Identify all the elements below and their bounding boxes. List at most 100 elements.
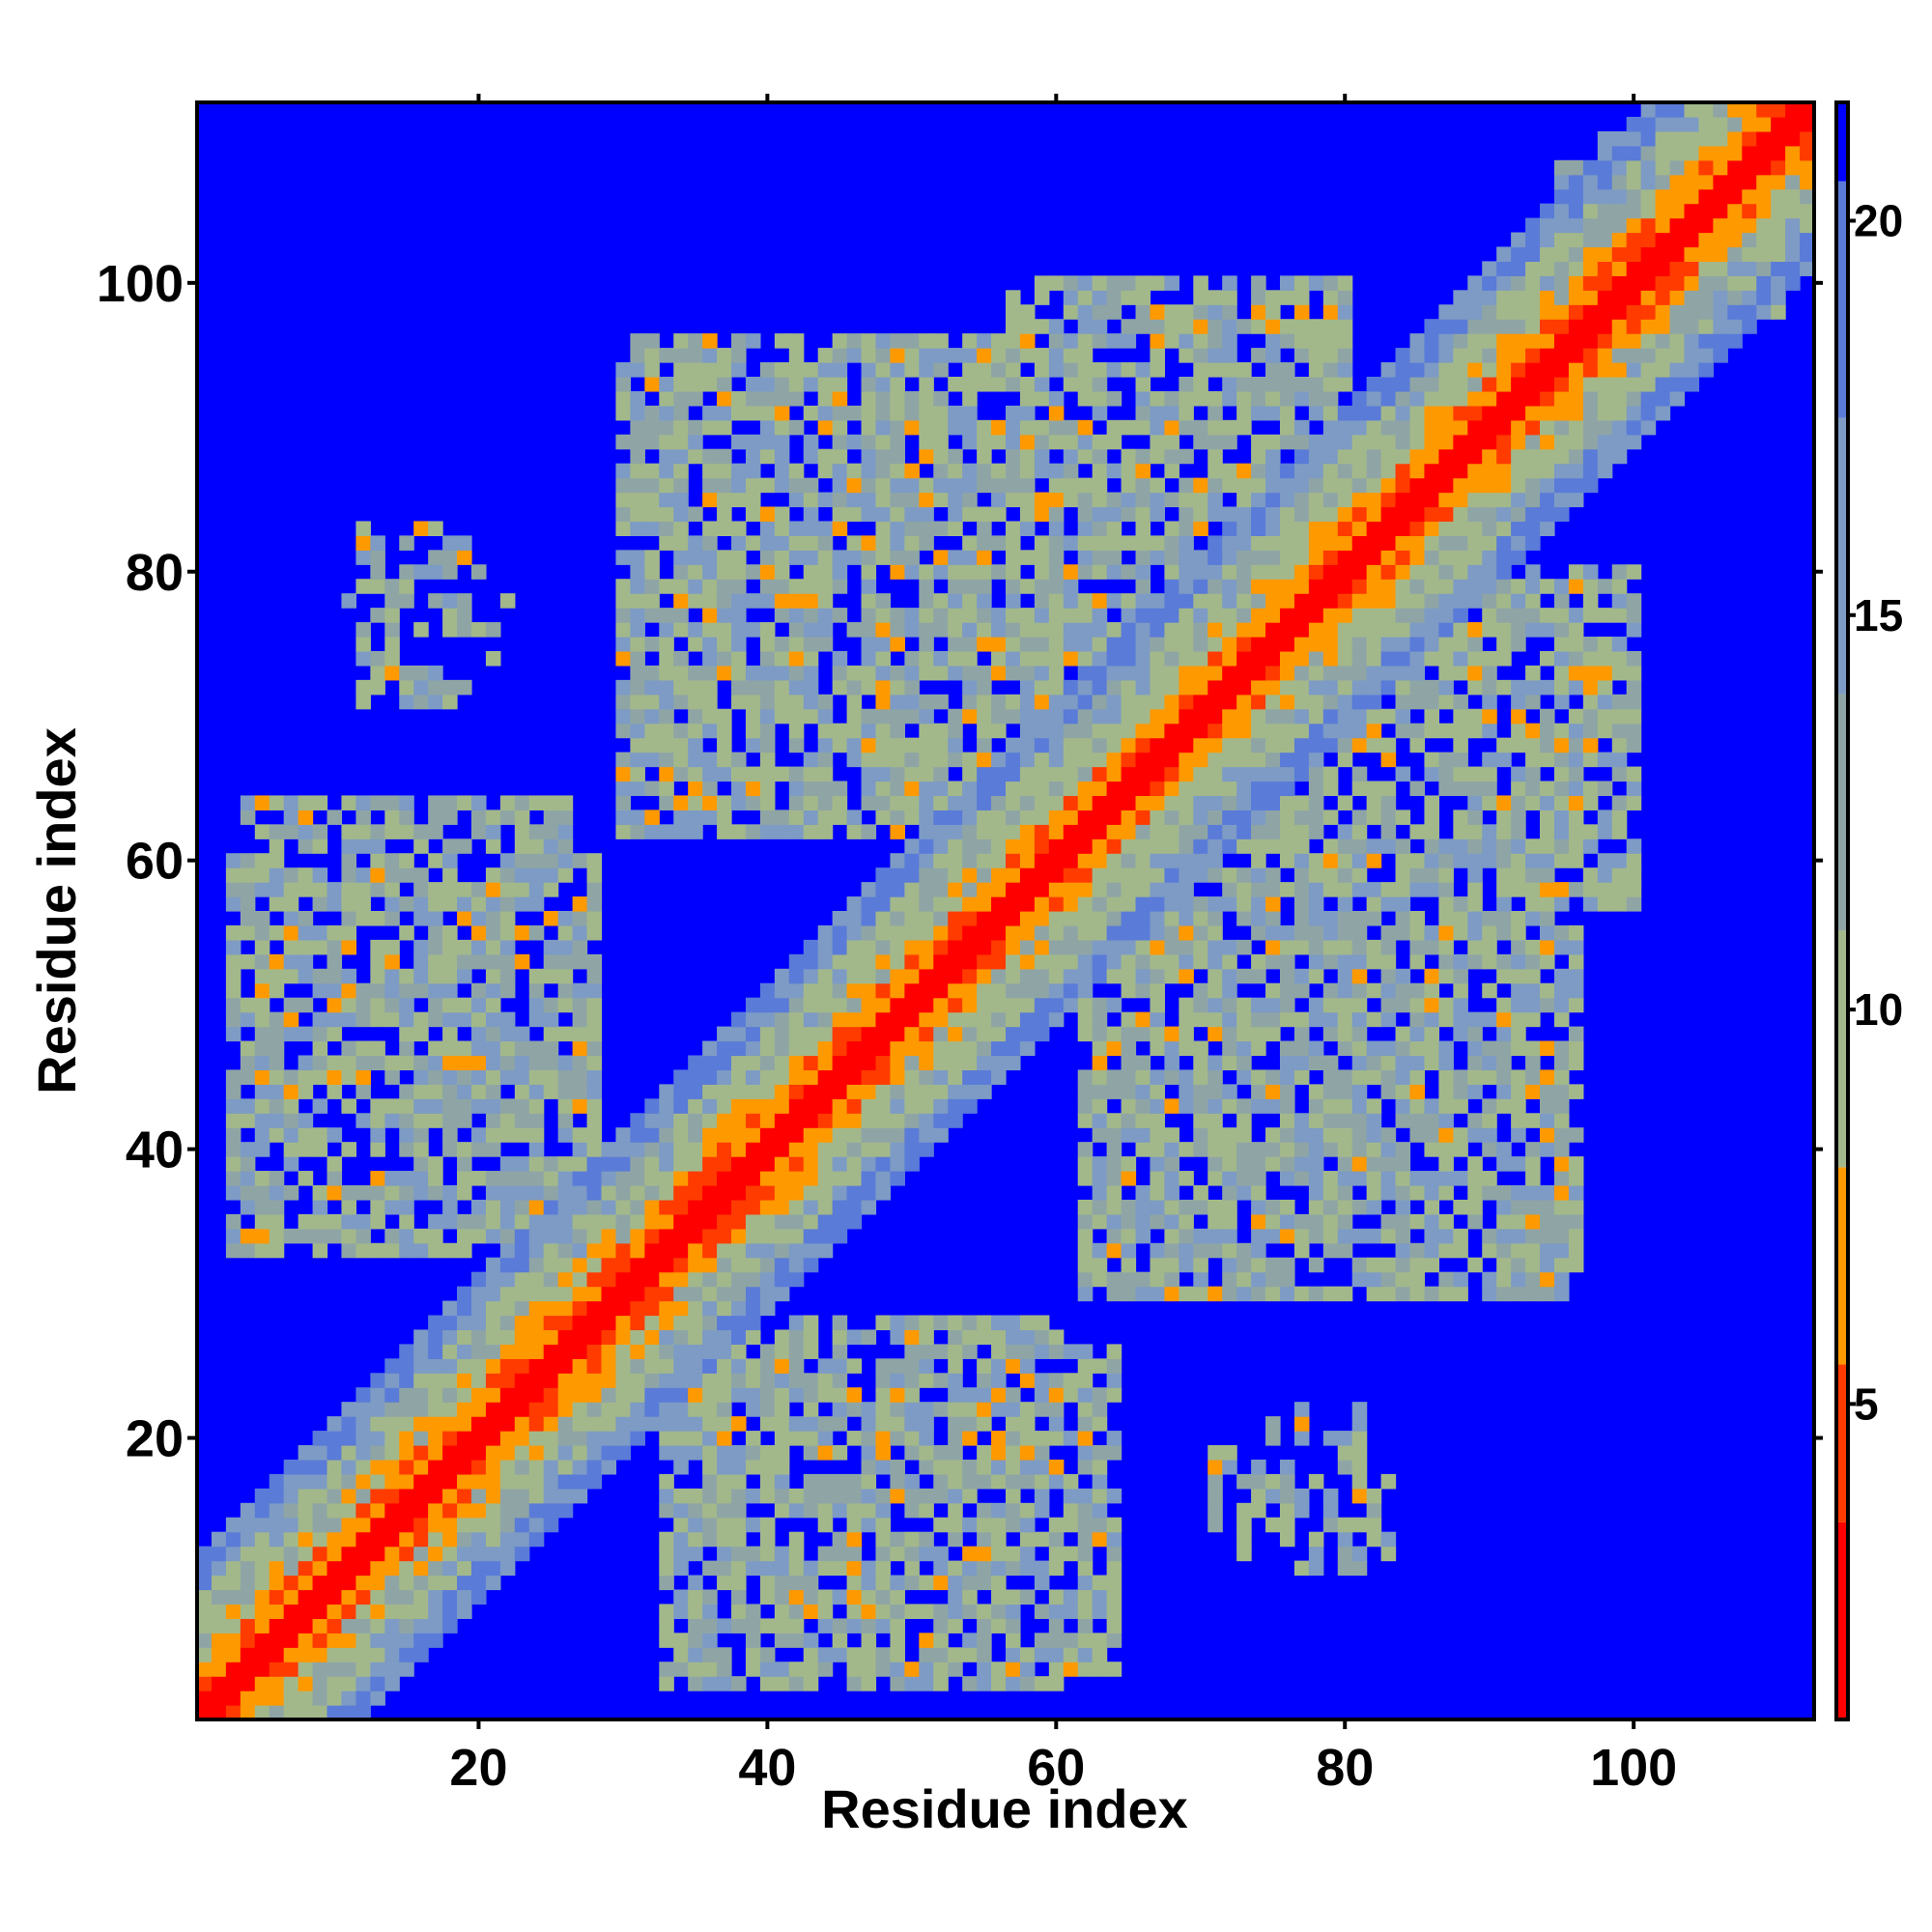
heatmap-cell	[1293, 564, 1310, 580]
heatmap-cell	[1179, 1084, 1194, 1099]
heatmap-cell	[312, 1589, 328, 1605]
heatmap-cell	[659, 463, 674, 479]
heatmap-cell	[572, 924, 588, 941]
heatmap-cell	[717, 1228, 732, 1244]
heatmap-cell	[1164, 824, 1179, 839]
heatmap-cell	[470, 1445, 487, 1461]
heatmap-cell	[817, 1228, 834, 1244]
heatmap-cell	[1077, 752, 1094, 768]
heatmap-cell	[1265, 650, 1281, 667]
heatmap-cell	[1150, 766, 1166, 782]
heatmap-cell	[659, 1171, 674, 1186]
heatmap-cell	[514, 1517, 530, 1533]
heatmap-cell	[630, 477, 645, 494]
heatmap-cell	[1308, 434, 1324, 450]
heatmap-cell	[1351, 982, 1368, 999]
heatmap-cell	[615, 579, 631, 594]
heatmap-cell	[991, 1329, 1007, 1345]
heatmap-cell	[962, 1633, 978, 1648]
heatmap-cell	[1337, 1546, 1353, 1562]
heatmap-cell	[1150, 1069, 1166, 1085]
heatmap-cell	[1308, 752, 1324, 768]
heatmap-cell	[933, 1098, 949, 1114]
heatmap-cell	[1193, 304, 1208, 320]
heatmap-cell	[759, 477, 776, 494]
heatmap-cell	[1121, 506, 1137, 523]
heatmap-cell	[702, 579, 718, 594]
heatmap-cell	[1322, 853, 1339, 868]
heatmap-cell	[759, 1575, 776, 1591]
heatmap-cell	[832, 1098, 848, 1114]
heatmap-cell	[832, 1618, 848, 1634]
heatmap-cell	[1092, 752, 1108, 768]
heatmap-cell	[817, 1502, 834, 1519]
heatmap-cell	[861, 650, 877, 667]
heatmap-cell	[1019, 665, 1036, 681]
heatmap-cell	[1006, 1618, 1021, 1634]
heatmap-cell	[1164, 1055, 1179, 1071]
heatmap-cell	[803, 1387, 819, 1403]
heatmap-cell	[933, 665, 949, 681]
heatmap-cell	[817, 564, 834, 580]
heatmap-cell	[514, 1055, 530, 1071]
heatmap-cell	[1293, 535, 1310, 551]
heatmap-cell	[1034, 1459, 1050, 1475]
heatmap-cell	[1222, 304, 1237, 320]
heatmap-cell	[586, 1358, 603, 1374]
heatmap-cell	[1322, 290, 1339, 305]
heatmap-cell	[1193, 477, 1208, 494]
heatmap-cell	[1135, 1026, 1151, 1042]
heatmap-cell	[919, 982, 934, 999]
heatmap-cell	[991, 853, 1007, 868]
heatmap-cell	[1308, 665, 1324, 681]
heatmap-cell	[499, 1560, 516, 1577]
heatmap-cell	[673, 1546, 689, 1562]
heatmap-cell	[1092, 737, 1108, 753]
heatmap-cell	[499, 1213, 516, 1230]
heatmap-cell	[370, 882, 385, 897]
heatmap-cell	[572, 982, 588, 999]
heatmap-cell	[499, 1315, 516, 1331]
heatmap-cell	[731, 1445, 747, 1461]
heatmap-cell	[1077, 1257, 1094, 1273]
heatmap-cell	[630, 723, 645, 739]
heatmap-cell	[470, 911, 487, 926]
heatmap-cell	[688, 434, 703, 450]
heatmap-cell	[1092, 608, 1108, 623]
heatmap-cell	[254, 1618, 270, 1634]
heatmap-cell	[1208, 390, 1223, 407]
heatmap-cell	[1293, 708, 1310, 724]
heatmap-cell	[485, 939, 501, 955]
heatmap-cell	[283, 1531, 299, 1548]
heatmap-cell	[832, 1184, 848, 1201]
heatmap-cell	[1164, 679, 1179, 696]
heatmap-cell	[355, 1242, 371, 1259]
heatmap-cell	[1251, 405, 1266, 421]
heatmap-cell	[1351, 434, 1368, 450]
heatmap-cell	[1293, 766, 1310, 782]
heatmap-cell	[485, 1473, 501, 1490]
heatmap-cell	[1135, 290, 1151, 305]
heatmap-cell	[1019, 1662, 1036, 1677]
heatmap-cell	[341, 593, 357, 609]
heatmap-cell	[1019, 333, 1036, 349]
heatmap-cell	[254, 853, 270, 868]
heatmap-cell	[457, 1213, 472, 1230]
heatmap-cell	[745, 1098, 761, 1114]
heatmap-cell	[283, 1473, 299, 1490]
heatmap-cell	[1034, 1473, 1050, 1490]
heatmap-cell	[1193, 665, 1208, 681]
heatmap-cell	[717, 1213, 732, 1230]
heatmap-cell	[615, 766, 631, 782]
heatmap-cell	[644, 564, 660, 580]
heatmap-cell	[774, 1098, 790, 1114]
heatmap-cell	[312, 1213, 328, 1230]
heatmap-cell	[832, 1055, 848, 1071]
heatmap-cell	[298, 1171, 314, 1186]
heatmap-cell	[717, 795, 732, 810]
heatmap-cell	[788, 1257, 805, 1273]
heatmap-cell	[904, 1604, 920, 1619]
heatmap-cell	[890, 1575, 905, 1591]
heatmap-cell	[1092, 492, 1108, 508]
heatmap-cell	[514, 1184, 530, 1201]
